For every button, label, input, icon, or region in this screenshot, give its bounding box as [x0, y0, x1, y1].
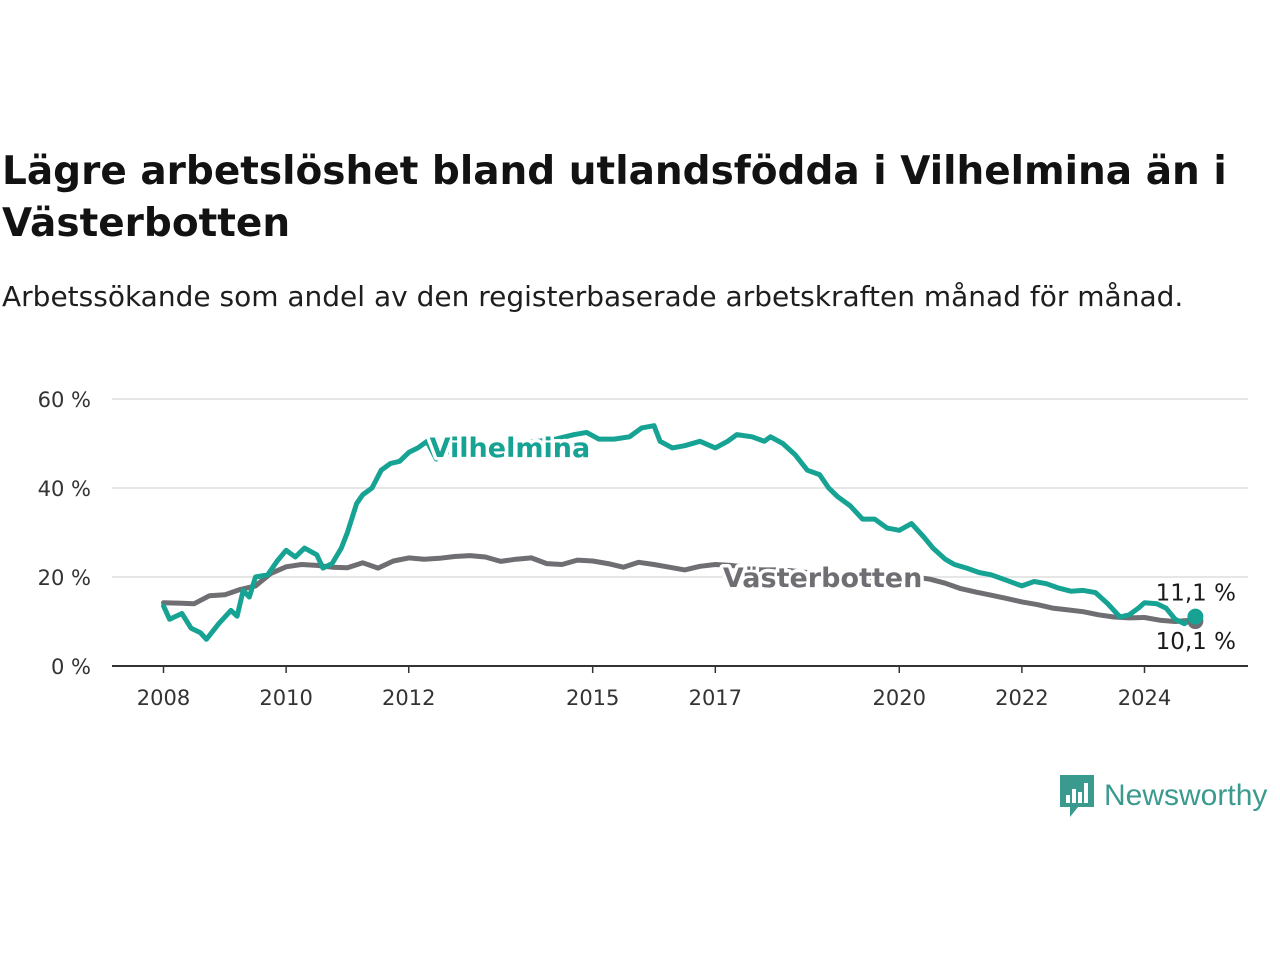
chart-title: Lägre arbetslöshet bland utlandsfödda i … [2, 149, 1227, 246]
line-chart: 0 % 20 % 40 % 60 % 2008 2010 2012 2015 2017 2020… [38, 388, 1248, 710]
chart-subtitle: Arbetssökande som andel av den registerb… [2, 280, 1184, 313]
x-tick-label: 2015 [566, 686, 619, 710]
y-tick-label: 40 % [38, 477, 91, 501]
x-tick-label: 2010 [259, 686, 312, 710]
series-labels: Vilhelmina Västerbotten [426, 429, 926, 597]
brand-name: Newsworthy [1104, 779, 1268, 812]
end-label-vasterbotten: 10,1 % [1156, 629, 1236, 655]
x-tick-label: 2012 [382, 686, 435, 710]
newsworthy-logo-icon [1060, 775, 1094, 817]
series-label-västerbotten: Västerbotten [723, 563, 922, 594]
y-axis-ticks: 0 % 20 % 40 % 60 % [38, 388, 91, 679]
x-tick-label: 2017 [689, 686, 742, 710]
end-markers: 11,1 % 10,1 % [1156, 581, 1236, 655]
brand-logo: Newsworthy [1058, 772, 1267, 820]
end-label-vilhelmina: 11,1 % [1156, 581, 1236, 607]
gridlines [112, 398, 1248, 578]
series-lines [161, 423, 1198, 642]
x-tick-label: 2024 [1118, 686, 1171, 710]
x-tick-label: 2022 [995, 686, 1048, 710]
y-tick-label: 20 % [38, 566, 91, 590]
series-line-vilhelmina [161, 423, 1198, 642]
x-axis: 2008 2010 2012 2015 2017 2020 2022 2024 [112, 665, 1248, 710]
x-tick-label: 2008 [137, 686, 190, 710]
end-marker-vilhelmina [1187, 608, 1204, 625]
x-tick-label: 2020 [873, 686, 926, 710]
series-line-västerbotten [161, 553, 1198, 624]
series-label-vilhelmina: Vilhelmina [430, 433, 591, 464]
y-tick-label: 60 % [38, 388, 91, 412]
y-tick-label: 0 % [51, 655, 91, 679]
